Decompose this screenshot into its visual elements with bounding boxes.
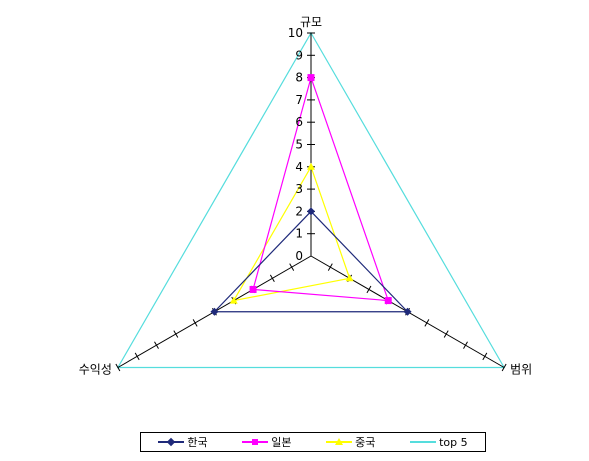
legend-swatch-1: [242, 437, 269, 447]
series-point-0-2: [210, 307, 219, 316]
tick-mark-2-10: [115, 363, 121, 372]
tick-label-5: 5: [295, 138, 303, 152]
series-line-1: [252, 75, 390, 302]
tick-mark-1-6: [424, 319, 430, 327]
series-line-3: [116, 31, 506, 369]
tick-mark-1-8: [463, 341, 468, 349]
tick-label-2: 2: [295, 204, 303, 218]
legend-label-0: 한국: [187, 436, 208, 449]
axis-label-2: 수익성: [79, 363, 112, 377]
series-line-0: [213, 210, 409, 313]
tick-label-0: 0: [295, 249, 303, 263]
tick-mark-2-8: [154, 341, 159, 349]
legend-item-2: 중국: [326, 434, 375, 450]
tick-label-9: 9: [295, 48, 303, 62]
tick-mark-2-6: [192, 319, 198, 327]
tick-label-1: 1: [295, 227, 303, 241]
series-point-2-0: [307, 162, 315, 170]
legend-label-3: top 5: [439, 435, 468, 449]
legend-label-2: 중국: [355, 436, 376, 449]
axis-label-1: 범위: [510, 363, 532, 377]
tick-label-7: 7: [295, 93, 303, 107]
series-point-0-0: [307, 207, 315, 216]
legend: 한국 일본 중국 top 5: [140, 432, 486, 452]
series-point-1-0: [307, 74, 315, 82]
legend-swatch-3: [410, 437, 437, 447]
tick-mark-1-1: [327, 263, 333, 271]
tick-mark-1-3: [366, 285, 372, 294]
tick-mark-2-9: [134, 352, 140, 361]
tick-label-10: 10: [288, 26, 303, 40]
legend-item-3: top 5: [410, 436, 468, 449]
series-point-2-2: [229, 296, 238, 304]
legend-item-0: 한국: [158, 434, 208, 450]
tick-mark-1-7: [443, 330, 449, 338]
tick-mark-1-9: [482, 352, 488, 361]
legend-swatch-2: [326, 437, 353, 447]
axis-label-0: 규모: [300, 15, 322, 29]
tick-mark-2-7: [173, 330, 179, 338]
tick-label-8: 8: [295, 71, 303, 85]
tick-mark-2-1: [289, 263, 295, 271]
series-line-2: [232, 165, 351, 302]
legend-label-1: 일본: [271, 436, 292, 449]
legend-swatch-0: [158, 437, 185, 447]
series-point-0-1: [403, 307, 412, 316]
tick-mark-1-10: [501, 363, 507, 372]
legend-item-1: 일본: [242, 434, 292, 450]
tick-mark-2-2: [269, 274, 275, 283]
series-point-1-1: [384, 297, 392, 305]
series-point-2-1: [345, 274, 354, 282]
tick-label-6: 6: [295, 115, 303, 129]
series-point-1-2: [249, 285, 257, 293]
tick-label-4: 4: [295, 160, 303, 174]
tick-label-3: 3: [295, 182, 303, 196]
